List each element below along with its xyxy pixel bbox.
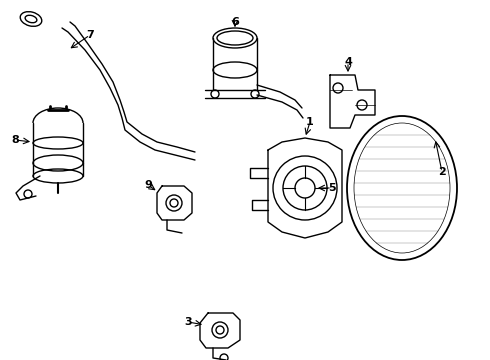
Text: 6: 6 bbox=[231, 17, 239, 27]
Text: 3: 3 bbox=[184, 317, 192, 327]
Text: 9: 9 bbox=[144, 180, 152, 190]
Text: 8: 8 bbox=[11, 135, 19, 145]
Text: 2: 2 bbox=[438, 167, 446, 177]
Text: 5: 5 bbox=[328, 183, 336, 193]
Text: 1: 1 bbox=[306, 117, 314, 127]
Text: 7: 7 bbox=[86, 30, 94, 40]
Text: 4: 4 bbox=[344, 57, 352, 67]
